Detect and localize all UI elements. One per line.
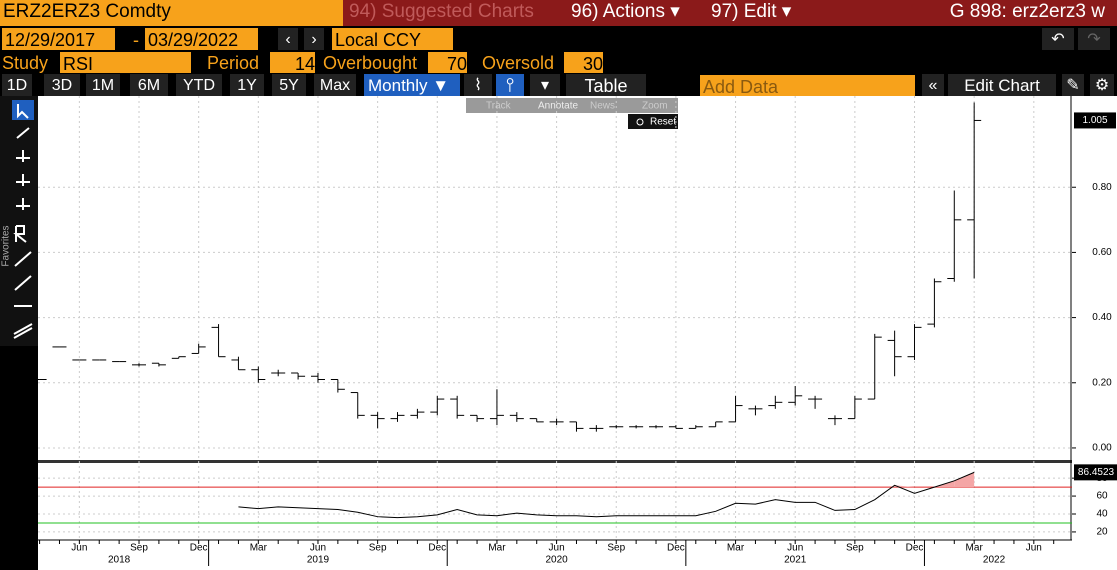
y-tick-label: 0.20 [1092,377,1112,388]
table-button[interactable]: Table [566,74,646,96]
period-button[interactable]: 1M [86,74,120,96]
x-tick-label: Mar [727,543,745,554]
oversold[interactable]: 30 [564,52,603,73]
x-tick-label: Sep [130,543,148,554]
period[interactable]: 14 [270,52,315,73]
period-button[interactable]: 5Y [272,74,306,96]
undo[interactable]: ↶ [1042,28,1074,50]
y-tick-label: 40 [1096,509,1108,520]
actions-menu[interactable]: 96) Actions ▾ [565,0,706,26]
last-value-box [1074,464,1117,481]
x-tick-label: Sep [846,543,864,554]
edit-chart[interactable]: Edit Chart [948,74,1056,96]
favorites[interactable]: Favorites [1,225,12,266]
plot-bg [38,96,1072,570]
study-label: Study [2,53,49,73]
axis-bg [1072,96,1117,570]
pointer-tool[interactable] [12,100,34,120]
prev-button[interactable]: ‹ [278,28,298,50]
x-tick-label: Jun [71,543,87,554]
collapse[interactable]: « [922,74,944,96]
settings[interactable]: ⚙ [1090,74,1114,96]
x-tick-label: Dec [906,543,924,554]
draw-tools[interactable] [13,127,33,339]
edit-menu[interactable]: 97) Edit ▾ [705,0,806,26]
pointer-icon [17,104,29,119]
suggested-charts[interactable]: 94) Suggested Charts [343,0,566,26]
panel-divider [38,460,1072,463]
y-tick-label: 20 [1096,527,1108,538]
date-separator: - [133,30,139,50]
reset-icon [636,118,644,126]
x-tick-label: Dec [667,543,685,554]
y-tick-label: 0.40 [1092,312,1112,323]
mode-button: Track [486,101,512,112]
period-button[interactable]: 1Y [230,74,264,96]
year-label: 2018 [108,555,131,566]
mode-button: Annotate [538,101,578,112]
overbought-fill [894,485,915,488]
x-tick-label: Dec [190,543,208,554]
x-tick-label: Jun [310,543,326,554]
overbought[interactable]: 70 [428,52,467,73]
end-date[interactable]: 03/29/2022 [145,28,258,50]
period-button[interactable]: YTD [176,74,222,96]
x-tick-label: Jun [787,543,803,554]
add-data[interactable]: Add Data [700,75,915,96]
period-button[interactable]: 3D [44,74,80,96]
x-tick-label: Mar [250,543,268,554]
y-tick-label: 0.80 [1092,182,1112,193]
x-tick-label: Dec [428,543,446,554]
study-name[interactable]: RSI [60,52,191,73]
period-button[interactable]: 6M [130,74,168,96]
start-date[interactable]: 12/29/2017 [2,28,115,50]
x-tick-label: Jun [1026,543,1042,554]
ticker[interactable]: ERZ2ERZ3 Comdty [0,0,343,26]
period-button[interactable]: Max [314,74,356,96]
y-tick-label: 0.00 [1092,443,1112,454]
y-tick-label: 0.60 [1092,247,1112,258]
last-value: 86.4523 [1078,467,1115,478]
year-label: 2022 [983,555,1006,566]
year-label: 2020 [545,555,568,566]
overbought-label: Overbought [323,53,418,73]
period-button[interactable]: 1D [2,74,32,96]
mode-button: Zoom [642,101,668,112]
rsi-line [238,471,975,519]
line-icon[interactable]: ⌇ [464,74,492,96]
frequency[interactable]: Monthly ▼ [364,74,460,96]
x-tick-label: Sep [607,543,625,554]
last-value: 1.005 [1082,115,1107,126]
mode-button: News [590,101,615,112]
oversold-label: Oversold [482,53,555,73]
year-label: 2019 [307,555,330,566]
x-tick-label: Sep [369,543,387,554]
overbought-fill [954,472,975,488]
next-button[interactable]: › [304,28,324,50]
x-tick-label: Jun [549,543,565,554]
tool-panel [0,96,38,346]
type-dropdown[interactable]: ▾ [530,74,560,96]
function-code: G 898: erz2erz3 w [805,0,1117,26]
x-tick-label: Mar [966,543,984,554]
period-label: Period [207,53,260,73]
x-tick-label: Mar [488,543,506,554]
edit-icon[interactable]: ✎ [1062,74,1084,96]
currency[interactable]: Local CCY [332,28,453,50]
y-tick-label: 60 [1096,491,1108,502]
redo[interactable]: ↷ [1078,28,1110,50]
year-label: 2021 [784,555,807,566]
chart: Favorites Reset Track Annotate News Zoom Jun… [0,96,1117,570]
last-value-box [1074,112,1116,129]
mode-bar [466,98,678,113]
reset-label[interactable]: Reset [650,117,676,128]
bar-icon[interactable]: ⫯ [496,74,524,96]
